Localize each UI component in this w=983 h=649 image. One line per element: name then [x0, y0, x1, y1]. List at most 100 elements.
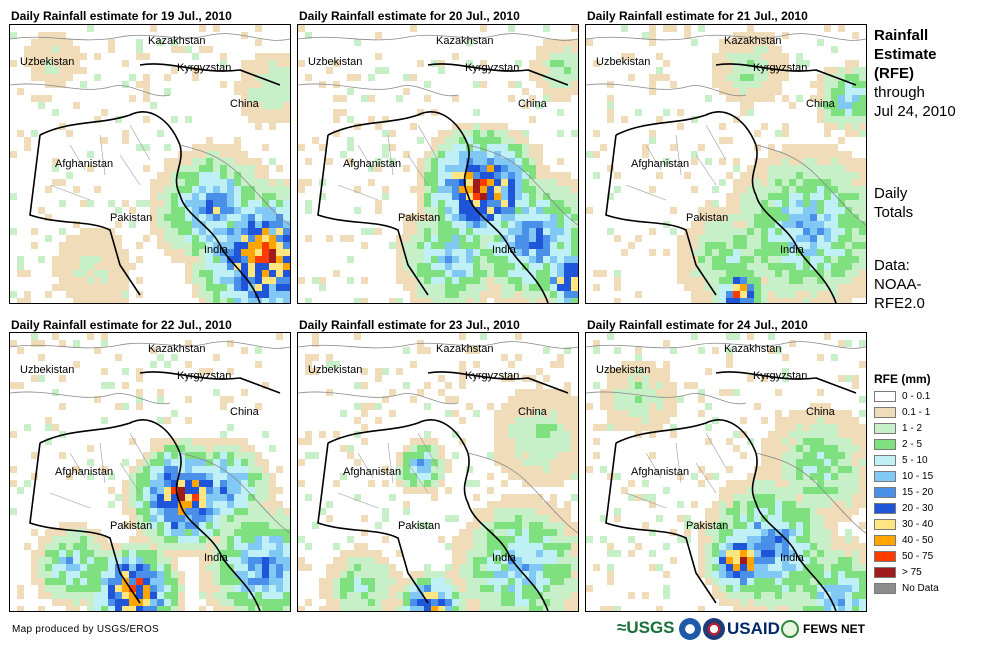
country-label-kazakhstan: Kazakhstan — [436, 343, 493, 355]
fews-net-logo: FEWS NET — [803, 622, 865, 636]
border-line — [755, 452, 866, 534]
side-line-rainfall: Rainfall — [874, 27, 929, 44]
legend-swatch — [874, 503, 896, 514]
panel-title-4: Daily Rainfall estimate for 22 Jul., 201… — [11, 318, 232, 332]
legend-label: 0.1 - 1 — [902, 407, 931, 418]
rainfall-cells — [586, 333, 866, 611]
border-line — [586, 33, 866, 41]
border-line — [467, 144, 578, 226]
agency-logos: ≈USGS USAID FEWS NET — [617, 616, 867, 644]
country-label-india: India — [780, 244, 805, 256]
border-line — [39, 419, 261, 611]
rainfall-map-jul19: Kazakhstan Uzbekistan Kyrgyzstan China Afgha… — [9, 24, 291, 304]
legend-swatch — [874, 439, 896, 450]
country-label-afghanistan: Afghanistan — [343, 158, 401, 170]
border-line — [427, 63, 569, 86]
country-label-kazakhstan: Kazakhstan — [436, 35, 493, 47]
border-line — [139, 63, 281, 86]
border-line — [715, 63, 857, 86]
country-label-afghanistan: Afghanistan — [55, 158, 113, 170]
legend-title: RFE (mm) — [874, 372, 931, 386]
country-label-afghanistan: Afghanistan — [55, 466, 113, 478]
border-line — [49, 124, 151, 201]
panel-title-2: Daily Rainfall estimate for 20 Jul., 201… — [299, 9, 520, 23]
border-line — [10, 341, 290, 349]
border-line — [298, 83, 459, 97]
border-line — [29, 442, 141, 604]
country-label-india: India — [204, 244, 229, 256]
legend-swatch — [874, 423, 896, 434]
rainfall-map-jul24: Kazakhstan Uzbekistan Kyrgyzstan China Afgha… — [585, 332, 867, 612]
country-label-afghanistan: Afghanistan — [631, 158, 689, 170]
rainfall-map-jul20: Kazakhstan Uzbekistan Kyrgyzstan China Afgha… — [297, 24, 579, 304]
legend-label: 30 - 40 — [902, 519, 934, 530]
country-label-china: China — [230, 406, 260, 418]
border-line — [615, 111, 837, 303]
border-line — [327, 419, 549, 611]
border-line — [29, 134, 141, 296]
border-line — [586, 341, 866, 349]
country-label-india: India — [492, 244, 517, 256]
country-label-kazakhstan: Kazakhstan — [148, 343, 205, 355]
border-line — [586, 391, 747, 405]
border-line — [317, 134, 429, 296]
country-label-india: India — [780, 552, 805, 564]
legend-label: No Data — [902, 583, 939, 594]
country-label-china: China — [806, 98, 836, 110]
country-label-pakistan: Pakistan — [686, 520, 728, 532]
country-label-kazakhstan: Kazakhstan — [724, 35, 781, 47]
noaa-logo-icon — [679, 618, 701, 640]
side-data-3: RFE2.0 — [874, 295, 925, 312]
border-line — [427, 371, 569, 394]
legend-swatch — [874, 535, 896, 546]
panel-title-6: Daily Rainfall estimate for 24 Jul., 201… — [587, 318, 808, 332]
fews-globe-icon — [781, 620, 799, 638]
map-canvas: Kazakhstan Uzbekistan Kyrgyzstan China Afgha… — [586, 333, 866, 611]
border-line — [625, 124, 727, 201]
legend-label: 2 - 5 — [902, 439, 923, 450]
border-line — [179, 144, 290, 226]
country-label-kyrgyzstan: Kyrgyzstan — [465, 370, 519, 382]
country-label-pakistan: Pakistan — [398, 520, 440, 532]
country-label-china: China — [230, 98, 260, 110]
country-label-uzbekistan: Uzbekistan — [20, 56, 74, 68]
border-line — [298, 33, 578, 41]
country-label-kyrgyzstan: Kyrgyzstan — [177, 62, 231, 74]
panel-title-5: Daily Rainfall estimate for 23 Jul., 201… — [299, 318, 520, 332]
rainfall-map-jul23: Kazakhstan Uzbekistan Kyrgyzstan China Afgha… — [297, 332, 579, 612]
border-line — [625, 432, 727, 509]
border-line — [317, 442, 429, 604]
legend-label: 50 - 75 — [902, 551, 934, 562]
border-line — [337, 124, 439, 201]
border-line — [298, 391, 459, 405]
usgs-logo: ≈USGS — [617, 618, 675, 637]
country-label-pakistan: Pakistan — [686, 212, 728, 224]
country-label-india: India — [492, 552, 517, 564]
country-label-kazakhstan: Kazakhstan — [148, 35, 205, 47]
legend-label: 40 - 50 — [902, 535, 934, 546]
country-label-kyrgyzstan: Kyrgyzstan — [753, 62, 807, 74]
border-line — [715, 371, 857, 394]
border-line — [327, 111, 549, 303]
country-label-india: India — [204, 552, 229, 564]
country-label-china: China — [518, 406, 548, 418]
panel-title-1: Daily Rainfall estimate for 19 Jul., 201… — [11, 9, 232, 23]
country-label-uzbekistan: Uzbekistan — [20, 364, 74, 376]
country-label-china: China — [518, 98, 548, 110]
map-canvas: Kazakhstan Uzbekistan Kyrgyzstan China Afgha… — [10, 25, 290, 303]
rainfall-cells — [586, 25, 866, 303]
legend-label: 15 - 20 — [902, 487, 934, 498]
border-line — [10, 33, 290, 41]
country-label-uzbekistan: Uzbekistan — [596, 364, 650, 376]
border-line — [615, 419, 837, 611]
footer-credit: Map produced by USGS/EROS — [12, 624, 160, 635]
legend-swatch — [874, 455, 896, 466]
rainfall-map-jul21: Kazakhstan Uzbekistan Kyrgyzstan China Afgha… — [585, 24, 867, 304]
panel-title-3: Daily Rainfall estimate for 21 Jul., 201… — [587, 9, 808, 23]
side-line-date: Jul 24, 2010 — [874, 103, 956, 120]
legend-swatch — [874, 583, 896, 594]
rainfall-map-jul22: Kazakhstan Uzbekistan Kyrgyzstan China Afgha… — [9, 332, 291, 612]
country-label-china: China — [806, 406, 836, 418]
map-canvas: Kazakhstan Uzbekistan Kyrgyzstan China Afgha… — [298, 333, 578, 611]
border-line — [605, 442, 717, 604]
